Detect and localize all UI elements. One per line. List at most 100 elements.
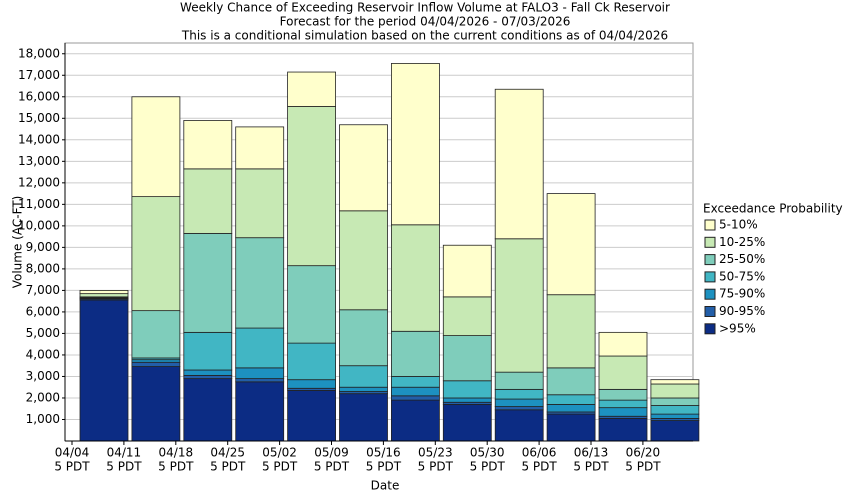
bar-segment — [339, 393, 388, 442]
x-tick-label: 04/11 — [107, 446, 142, 460]
y-tick-label: 9,000 — [26, 240, 60, 254]
legend-title: Exceedance Probability — [703, 202, 843, 216]
x-tick-label: 06/20 — [626, 446, 661, 460]
bar-segment — [287, 342, 337, 381]
bar-segment — [183, 378, 233, 442]
bar-segment — [598, 355, 648, 390]
x-tick-label: 04/25 — [210, 446, 245, 460]
bar-segment — [650, 413, 700, 419]
bar-segment — [287, 390, 337, 442]
bar-segment — [442, 335, 492, 382]
bar-segment — [339, 365, 388, 388]
bar-segment — [598, 331, 648, 357]
x-tick-label: 05/02 — [262, 446, 297, 460]
bar-segment — [183, 331, 233, 371]
x-tick-sublabel: 5 PDT — [573, 460, 609, 474]
bar-segment — [390, 395, 440, 401]
y-tick-label: 17,000 — [18, 68, 60, 82]
bar-segment — [546, 294, 596, 369]
bar-segment — [287, 379, 337, 389]
bar-segment — [183, 369, 233, 376]
x-tick-sublabel: 5 PDT — [366, 460, 402, 474]
bar-segment — [339, 124, 388, 212]
x-tick-sublabel: 5 PDT — [158, 460, 194, 474]
x-tick-label: 05/16 — [366, 446, 401, 460]
legend-swatch — [704, 236, 716, 248]
bar-segment — [390, 63, 440, 226]
legend-swatch — [704, 219, 716, 231]
y-tick-label: 11,000 — [18, 197, 60, 211]
bar-segment — [79, 299, 129, 442]
y-tick-label: 13,000 — [18, 154, 60, 168]
bar-segment — [442, 296, 492, 336]
bar-segment — [235, 327, 285, 369]
bar-segment — [390, 376, 440, 388]
bar-segment — [546, 367, 596, 396]
legend-swatch — [704, 288, 716, 300]
bar-segment — [131, 361, 181, 367]
bar-segment — [79, 293, 129, 298]
bar-segment — [390, 386, 440, 397]
y-tick-label: 2,000 — [26, 390, 60, 404]
y-tick-label: 5,000 — [26, 326, 60, 340]
bar-segment — [598, 418, 648, 442]
y-axis-label: Volume (AC-FT) — [11, 196, 25, 289]
x-tick-sublabel: 5 PDT — [625, 460, 661, 474]
legend-label: 5-10% — [719, 218, 758, 232]
x-tick-label: 05/09 — [314, 446, 349, 460]
bar-segment — [287, 265, 337, 344]
bar-segment — [546, 193, 596, 296]
bar-segment — [494, 238, 544, 373]
x-tick-sublabel: 5 PDT — [54, 460, 90, 474]
bar-segment — [131, 96, 181, 198]
y-tick-label: 4,000 — [26, 347, 60, 361]
bar-segment — [650, 420, 700, 442]
x-tick-sublabel: 5 PDT — [521, 460, 557, 474]
bar-segment — [390, 399, 440, 442]
chart-note: This is a conditional simulation based o… — [181, 29, 668, 43]
y-tick-label: 12,000 — [18, 175, 60, 189]
legend-label: >95% — [719, 321, 756, 335]
bar-segment — [235, 381, 285, 442]
y-tick-label: 3,000 — [26, 369, 60, 383]
legend-label: 90-95% — [719, 304, 765, 318]
legend-label: 10-25% — [719, 235, 765, 249]
x-tick-sublabel: 5 PDT — [106, 460, 142, 474]
bar-segment — [339, 210, 388, 311]
legend-label: 75-90% — [719, 287, 765, 301]
bar-segment — [287, 71, 337, 107]
bar-segment — [494, 398, 544, 407]
x-tick-sublabel: 5 PDT — [470, 460, 506, 474]
chart-title: Weekly Chance of Exceeding Reservoir Inf… — [180, 1, 670, 15]
bar-segment — [442, 404, 492, 442]
bar-segment — [183, 374, 233, 380]
bar-segment — [183, 232, 233, 333]
bar-segment — [650, 383, 700, 399]
bar-segment — [183, 120, 233, 170]
bar-segment — [546, 413, 596, 442]
bar-segment — [494, 409, 544, 442]
bar-segment — [650, 379, 700, 385]
x-tick-label: 05/30 — [470, 446, 505, 460]
y-tick-label: 14,000 — [18, 132, 60, 146]
bar-segment — [598, 399, 648, 409]
x-tick-sublabel: 5 PDT — [210, 460, 246, 474]
bar-segment — [339, 309, 388, 367]
bar-segment — [235, 126, 285, 170]
y-tick-label: 1,000 — [26, 412, 60, 426]
legend-swatch — [704, 323, 716, 335]
legend-swatch — [704, 306, 716, 317]
bar-segment — [287, 106, 337, 267]
legend-swatch — [704, 254, 716, 266]
bar-segment — [442, 244, 492, 298]
x-tick-sublabel: 5 PDT — [418, 460, 454, 474]
x-tick-label: 06/06 — [522, 446, 557, 460]
bar-segment — [598, 388, 648, 401]
y-tick-label: 15,000 — [18, 111, 60, 125]
bar-segment — [235, 378, 285, 383]
x-tick-label: 05/23 — [418, 446, 453, 460]
bar-segment — [546, 404, 596, 413]
bar-segment — [650, 397, 700, 406]
x-tick-sublabel: 5 PDT — [262, 460, 298, 474]
